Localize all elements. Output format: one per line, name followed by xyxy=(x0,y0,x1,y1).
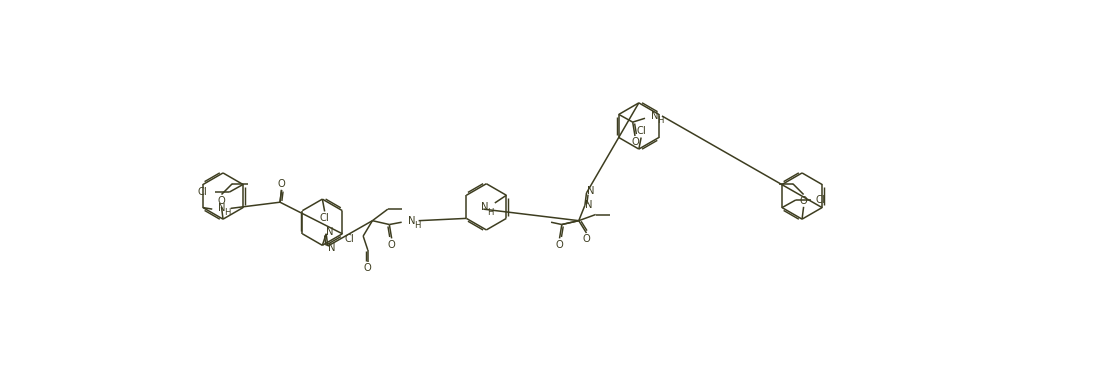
Text: Cl: Cl xyxy=(320,212,329,223)
Text: H: H xyxy=(414,221,420,230)
Text: H: H xyxy=(487,208,494,217)
Text: Cl: Cl xyxy=(344,234,354,244)
Text: O: O xyxy=(278,179,285,189)
Text: Cl: Cl xyxy=(816,195,825,205)
Text: H: H xyxy=(657,116,664,125)
Text: O: O xyxy=(387,240,396,250)
Text: N: N xyxy=(585,200,592,210)
Text: Cl: Cl xyxy=(636,126,646,136)
Text: O: O xyxy=(556,240,564,250)
Text: N: N xyxy=(328,243,336,253)
Text: O: O xyxy=(800,196,807,206)
Text: N: N xyxy=(326,227,333,237)
Text: N: N xyxy=(218,203,226,213)
Text: O: O xyxy=(217,196,225,206)
Text: H: H xyxy=(224,208,230,217)
Text: O: O xyxy=(583,234,590,244)
Text: O: O xyxy=(631,137,638,147)
Text: N: N xyxy=(408,216,416,226)
Text: Cl: Cl xyxy=(197,187,207,197)
Text: N: N xyxy=(652,111,658,121)
Text: N: N xyxy=(482,202,488,212)
Text: O: O xyxy=(364,264,372,273)
Text: N: N xyxy=(587,186,595,196)
